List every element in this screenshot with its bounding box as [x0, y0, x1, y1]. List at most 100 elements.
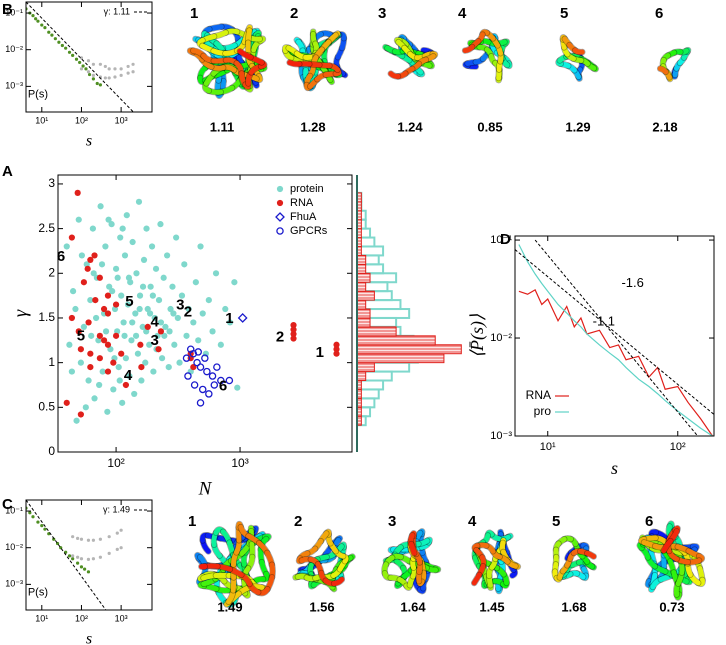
data-point: [98, 537, 102, 541]
data-point: [98, 62, 102, 66]
data-point: [135, 198, 143, 205]
data-point: [112, 332, 120, 339]
data-point: [195, 337, 202, 344]
panel-label: A: [2, 163, 13, 180]
data-point: [290, 322, 297, 329]
data-point: [128, 337, 135, 344]
data-point: [167, 305, 174, 313]
data-point: [158, 355, 166, 362]
data-point: [134, 350, 142, 357]
data-point: [47, 30, 51, 34]
x-axis-label: s: [86, 133, 92, 150]
legend-label: RNA: [526, 388, 551, 402]
data-point: [113, 75, 117, 79]
data-point: [69, 288, 77, 295]
data-point: [290, 326, 297, 333]
legend-label: protein: [290, 183, 324, 195]
data-point: [183, 332, 190, 339]
data-point: [139, 283, 147, 290]
structure-gamma: 1.56: [309, 599, 334, 614]
data-point: [79, 537, 84, 541]
data-point: [68, 314, 75, 322]
data-point: [209, 328, 216, 335]
data-point: [96, 355, 103, 362]
data-point: [140, 256, 148, 263]
structure-tube: [584, 550, 597, 559]
structure-number: 1: [188, 513, 196, 530]
structure-gamma: 0.85: [477, 119, 502, 134]
structure-number: 4: [458, 5, 467, 22]
structure-tube: [198, 563, 208, 570]
y-tick-label: 1.5: [38, 310, 55, 324]
data-point: [96, 332, 103, 339]
histogram-bar: [356, 308, 371, 319]
data-point: [79, 565, 84, 569]
annotation: 6: [219, 378, 227, 395]
data-point: [147, 283, 154, 290]
x-tick-label: 10³: [231, 456, 248, 470]
data-point: [210, 381, 219, 389]
data-point: [99, 368, 106, 375]
data-point: [92, 296, 99, 304]
data-point: [100, 337, 108, 344]
data-point: [201, 354, 209, 362]
data-point: [75, 216, 82, 223]
data-point: [104, 310, 112, 317]
histogram-bar: [356, 281, 367, 292]
histogram-bar: [356, 326, 397, 337]
data-point: [86, 570, 91, 574]
annotation: 5: [77, 328, 85, 345]
data-point: [76, 561, 80, 565]
legend-label: pro: [534, 404, 552, 418]
data-point: [91, 77, 96, 81]
data-point: [67, 554, 72, 558]
data-point: [144, 323, 151, 331]
data-point: [31, 14, 35, 18]
legend-label: GPCRs: [290, 225, 328, 237]
plot-area: [63, 189, 340, 424]
data-point: [98, 83, 102, 87]
y-tick-label: 10⁻²: [5, 542, 23, 552]
x-tick-label: 10²: [107, 456, 124, 470]
data-point: [96, 381, 103, 389]
data-point: [110, 386, 117, 393]
data-point: [77, 411, 84, 418]
data-point: [198, 385, 207, 394]
data-point: [57, 40, 61, 44]
annotation: 2: [184, 304, 192, 321]
data-point: [194, 348, 202, 356]
data-point: [231, 279, 238, 286]
data-point: [34, 17, 38, 21]
data-point: [124, 301, 132, 308]
data-point: [86, 59, 91, 63]
data-point: [139, 323, 146, 331]
data-point: [184, 372, 192, 380]
data-point: [182, 354, 191, 362]
data-point: [138, 364, 145, 371]
data-point: [77, 359, 84, 366]
data-point: [91, 538, 96, 542]
structure: [636, 520, 706, 601]
series-line: [534, 239, 699, 436]
structure-gamma: 1.45: [479, 599, 504, 614]
structure: [186, 23, 268, 99]
data-point: [113, 67, 117, 71]
structure-tube: [237, 48, 254, 60]
data-point: [87, 364, 94, 371]
data-point: [80, 323, 87, 331]
structure: [382, 33, 439, 80]
y-tick-label: 1: [48, 355, 55, 369]
data-point: [142, 359, 149, 366]
data-point: [114, 274, 121, 281]
plot-frame: [57, 174, 353, 453]
histogram-bar: [356, 272, 371, 283]
data-point: [333, 341, 340, 348]
data-point: [118, 350, 125, 357]
annotation: 5: [125, 293, 133, 310]
data-point: [333, 350, 340, 357]
data-point: [122, 381, 129, 389]
data-point: [115, 364, 122, 371]
data-point: [152, 265, 160, 272]
data-point: [196, 363, 205, 371]
x-axis-label: N: [198, 478, 213, 499]
